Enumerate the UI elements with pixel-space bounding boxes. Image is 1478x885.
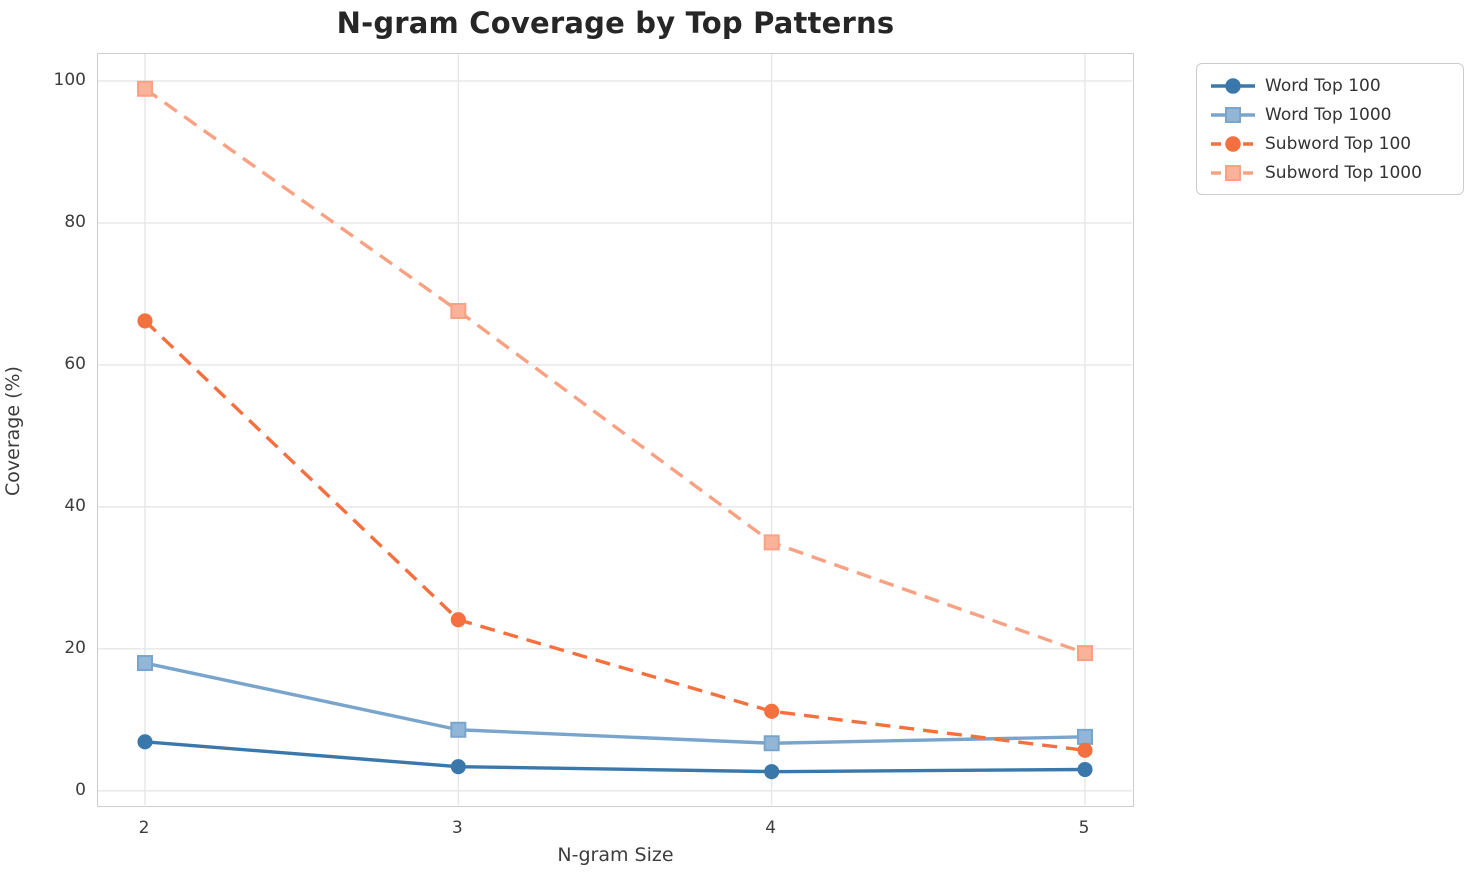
- legend-item-word-top-1000: Word Top 1000: [1209, 100, 1451, 129]
- x-tick-label-3: 3: [451, 818, 463, 838]
- marker-word-top-1000-x3: [450, 721, 467, 738]
- marker-subword-top-1000-x3: [450, 302, 467, 319]
- y-tick-label-40: 40: [64, 495, 86, 516]
- x-tick-label-5: 5: [1078, 818, 1090, 838]
- legend-swatch-subword-top-1000: [1211, 164, 1255, 181]
- y-tick-label-20: 20: [64, 637, 86, 658]
- marker-word-top-100-x3: [450, 759, 466, 775]
- legend-swatch-subword-top-100: [1211, 135, 1255, 152]
- marker-word-top-1000-x5: [1077, 728, 1093, 745]
- marker-subword-top-1000-x4: [763, 534, 780, 551]
- marker-word-top-1000-x2: [137, 655, 153, 672]
- legend-items: Word Top 100 Word Top 1000 Subword Top 100…: [1209, 71, 1451, 187]
- x-tick-label-4: 4: [765, 818, 777, 838]
- legend-item-subword-top-1000: Subword Top 1000: [1209, 158, 1451, 187]
- marker-subword-top-1000-x2: [137, 80, 153, 97]
- chart-canvas: [98, 54, 1132, 805]
- series-line-word-top-100: [144, 740, 1086, 774]
- legend-swatch-word-top-1000: [1211, 106, 1255, 123]
- legend-label-subword-top-100: Subword Top 100: [1265, 133, 1412, 154]
- chart-title: N-gram Coverage by Top Patterns: [336, 6, 895, 40]
- y-tick-label-60: 60: [64, 353, 86, 374]
- y-tick-label-80: 80: [64, 211, 86, 232]
- legend-label-word-top-100: Word Top 100: [1265, 75, 1381, 96]
- marker-subword-top-1000-x5: [1077, 645, 1093, 662]
- marker-subword-top-100-x3: [450, 612, 466, 628]
- marker-word-top-100-x4: [764, 764, 780, 780]
- legend-label-subword-top-1000: Subword Top 1000: [1265, 162, 1422, 183]
- x-axis-label: N-gram Size: [557, 844, 674, 866]
- marker-subword-top-100-x5: [1077, 742, 1093, 758]
- legend-item-subword-top-100: Subword Top 100: [1209, 129, 1451, 158]
- y-tick-label-100: 100: [53, 69, 86, 90]
- legend: Word Top 100 Word Top 1000 Subword Top 100…: [1196, 63, 1464, 195]
- legend-swatch-word-top-100: [1211, 77, 1255, 94]
- x-tick-label-2: 2: [138, 818, 150, 838]
- legend-item-word-top-100: Word Top 100: [1209, 71, 1451, 100]
- marker-word-top-1000-x4: [763, 735, 780, 752]
- series-line-word-top-1000: [144, 661, 1086, 745]
- series-line-subword-top-100: [143, 319, 1086, 753]
- y-axis-label: Coverage (%): [2, 366, 24, 496]
- plot-area: [97, 53, 1134, 807]
- marker-word-top-100-x5: [1077, 761, 1093, 778]
- marker-word-top-100-x2: [137, 734, 153, 750]
- y-tick-label-0: 0: [75, 779, 86, 800]
- legend-label-word-top-1000: Word Top 1000: [1265, 104, 1392, 125]
- marker-subword-top-100-x4: [764, 703, 780, 719]
- marker-subword-top-100-x2: [137, 313, 153, 329]
- series-line-subword-top-1000: [144, 87, 1086, 655]
